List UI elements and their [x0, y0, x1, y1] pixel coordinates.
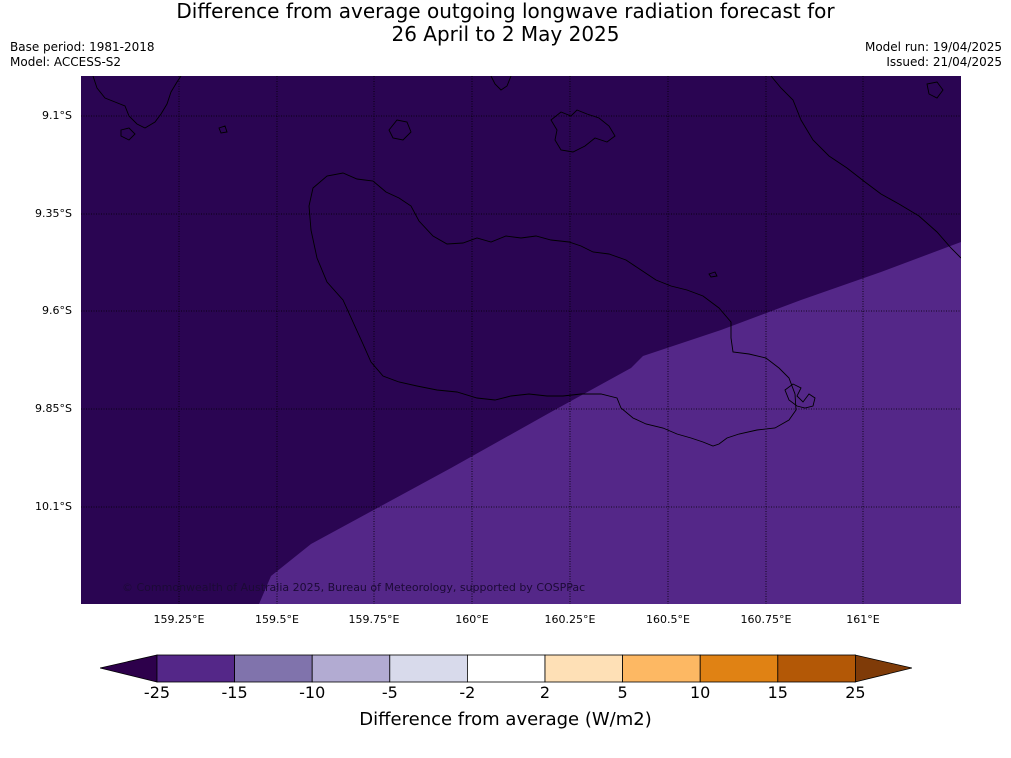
coast-north-islands — [550, 109, 616, 153]
colorbar-segment — [466, 654, 546, 683]
colorbar-tick-label: -15 — [221, 683, 248, 702]
lat-label-10-1: 10.1°S — [35, 500, 72, 513]
colorbar-tick-label: -10 — [299, 683, 326, 702]
colorbar-tick-label: 15 — [767, 683, 788, 702]
coast-islet-ne — [926, 81, 944, 99]
issued-label: Issued: 21/04/2025 — [886, 55, 1002, 69]
anomaly-field-purple — [259, 242, 961, 604]
lon-label-159-75: 159.75°E — [348, 613, 400, 626]
title-line-2: 26 April to 2 May 2025 — [391, 22, 620, 46]
lat-label-9-6: 9.6°S — [42, 304, 72, 317]
lat-label-9-85: 9.85°S — [35, 402, 72, 415]
base-period-label: Base period: 1981-2018 — [10, 40, 155, 54]
coastlines — [92, 76, 961, 447]
map-svg — [81, 76, 961, 604]
colorbar-tick-label: 2 — [539, 683, 551, 702]
model-run-label: Model run: 19/04/2025 — [864, 40, 1002, 54]
lat-label-9-35: 9.35°S — [35, 207, 72, 220]
colorbar-svg — [99, 654, 913, 683]
colorbar-tick-label: 5 — [617, 683, 628, 702]
model-label: Model: ACCESS-S2 — [10, 55, 122, 69]
coast-islet-west — [120, 127, 136, 141]
colorbar-segment — [544, 654, 623, 683]
colorbar-tick-label: 10 — [690, 683, 711, 702]
coast-guadalcanal — [308, 172, 797, 447]
colorbar-segments — [156, 654, 856, 683]
colorbar-tick-label: -5 — [381, 683, 398, 702]
map-title: Difference from average outgoing longwav… — [0, 0, 1011, 46]
lat-label-9-1: 9.1°S — [42, 109, 72, 122]
meta-right: Model run: 19/04/2025 Issued: 21/04/2025 — [865, 40, 1002, 70]
lon-label-160-5: 160.5°E — [646, 613, 690, 626]
colorbar-over-arrow — [854, 654, 913, 683]
lon-label-161: 161°E — [846, 613, 880, 626]
colorbar-segment — [311, 654, 391, 683]
coast-northwest — [92, 76, 182, 129]
coast-island-small — [708, 271, 718, 278]
colorbar-segment — [234, 654, 313, 683]
colorbar-segment — [156, 654, 235, 683]
title-line-1: Difference from average outgoing longwav… — [176, 0, 835, 23]
graticule — [81, 76, 961, 604]
coast-islet-east — [784, 383, 816, 409]
colorbar — [99, 654, 913, 688]
map-panel[interactable] — [81, 76, 961, 604]
colorbar-under-arrow — [99, 654, 158, 683]
lon-label-160-25: 160.25°E — [544, 613, 596, 626]
colorbar-segment — [389, 654, 468, 683]
meta-left: Base period: 1981-2018 Model: ACCESS-S2 — [10, 40, 155, 70]
lon-label-160: 160°E — [455, 613, 489, 626]
coast-islet-mid — [388, 119, 412, 141]
colorbar-segment — [699, 654, 779, 683]
colorbar-segment — [622, 654, 701, 683]
coast-santa-isabel — [770, 76, 961, 259]
copyright-notice: © Commonwealth of Australia 2025, Bureau… — [122, 581, 586, 594]
lon-label-159-5: 159.5°E — [255, 613, 299, 626]
lon-label-159-25: 159.25°E — [153, 613, 205, 626]
lon-label-160-75: 160.75°E — [740, 613, 792, 626]
colorbar-tick-label: 25 — [845, 683, 866, 702]
coast-islet-n — [490, 76, 512, 91]
colorbar-segment — [777, 654, 856, 683]
colorbar-tick-label: -2 — [459, 683, 476, 702]
colorbar-tick-label: -25 — [143, 683, 171, 702]
colorbar-label: Difference from average (W/m2) — [359, 709, 652, 730]
coast-islet-nw — [218, 125, 228, 134]
